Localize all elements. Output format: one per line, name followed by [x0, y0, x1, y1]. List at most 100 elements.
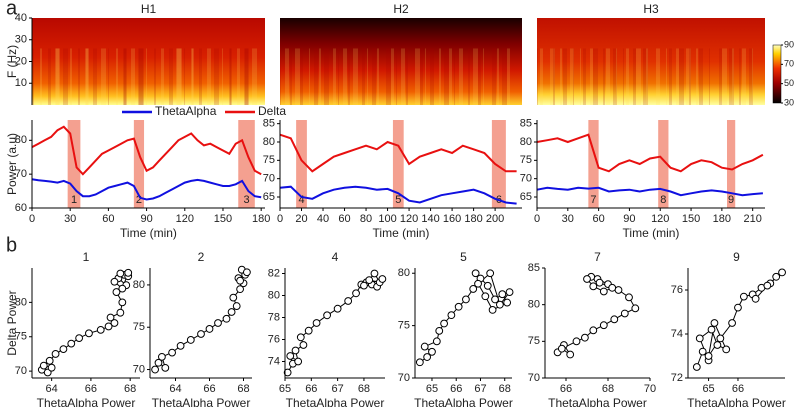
x-tick-label: 66 — [203, 383, 215, 395]
x-tick-label: 180 — [713, 213, 731, 225]
point — [158, 352, 166, 361]
spectrogram-texture — [570, 48, 574, 105]
point — [227, 308, 236, 316]
point — [124, 268, 133, 277]
y-tick-label: 70 — [520, 173, 532, 185]
spectrogram-texture — [406, 48, 408, 105]
spectrogram-texture — [468, 48, 470, 105]
legend-label: ThetaAlpha — [155, 104, 217, 118]
point — [116, 308, 125, 317]
spectrogram-texture — [154, 48, 156, 105]
x-axis-label: ThetaAlpha Power — [687, 396, 786, 407]
y-tick-label: 80 — [528, 299, 540, 311]
spectrogram-texture — [643, 48, 648, 105]
point — [739, 292, 748, 301]
x-tick-label: 120 — [176, 213, 194, 225]
point — [67, 339, 76, 348]
region-label: 3 — [243, 194, 249, 206]
y-tick-label: 75 — [398, 320, 410, 332]
spectrogram-texture — [199, 48, 202, 105]
point — [85, 329, 93, 338]
point — [698, 347, 707, 356]
spectrogram-texture — [590, 48, 593, 105]
spectrogram-texture — [138, 48, 143, 105]
y-tick-label: 76 — [268, 333, 280, 345]
x-tick-label: 80 — [360, 213, 372, 225]
series-line — [31, 178, 262, 201]
spectrogram-texture — [492, 48, 496, 105]
y-tick-label: 80 — [263, 136, 275, 148]
spectrogram-texture — [689, 48, 691, 105]
spectrogram-texture — [56, 48, 60, 105]
spectrogram-texture — [146, 48, 147, 105]
point — [557, 344, 566, 353]
point — [707, 325, 716, 334]
y-tick-label: 80 — [398, 267, 410, 279]
point — [488, 306, 497, 314]
point — [197, 330, 205, 338]
y-tick-label: 80 — [15, 134, 27, 146]
spectrogram-texture — [70, 48, 71, 105]
spectrogram-texture — [415, 48, 420, 105]
x-tick-label: 120 — [651, 213, 669, 225]
y-tick-label: 70 — [398, 372, 410, 384]
y-axis-label: F (Hz) — [5, 45, 19, 78]
point — [222, 314, 231, 323]
point — [236, 276, 245, 285]
spectrogram-texture — [309, 48, 310, 105]
chart-title: 1 — [83, 250, 90, 264]
spectrogram-texture — [367, 48, 368, 105]
y-tick-label: 75 — [15, 331, 27, 343]
point — [722, 345, 731, 354]
point — [96, 325, 105, 334]
point — [447, 311, 456, 320]
region-label: 4 — [298, 194, 304, 206]
spectrogram-texture — [732, 48, 734, 105]
spectrogram-texture — [454, 48, 455, 105]
point — [112, 288, 121, 296]
spectrogram-texture — [583, 48, 586, 105]
point — [352, 289, 360, 298]
spectrogram-texture — [324, 48, 329, 105]
x-tick-label: 66 — [85, 383, 97, 395]
x-tick-label: 30 — [562, 213, 574, 225]
spectrogram-texture — [93, 48, 97, 105]
spectrogram-texture — [699, 48, 703, 105]
chart-title: 4 — [332, 250, 339, 264]
spectrogram-texture — [169, 48, 173, 105]
x-tick-label: 68 — [358, 383, 370, 395]
point — [323, 311, 332, 320]
spectrogram-texture — [656, 48, 660, 105]
spectrogram-texture — [300, 48, 303, 105]
point — [763, 281, 772, 290]
point — [428, 347, 436, 356]
point — [505, 288, 514, 296]
point — [704, 352, 713, 360]
x-tick-label: 67 — [474, 383, 486, 395]
y-tick-label: 70 — [528, 372, 540, 384]
colorbar-tick-label: 50 — [784, 78, 794, 88]
point — [39, 361, 48, 370]
y-tick-label: 72 — [671, 372, 683, 384]
y-tick-label: 65 — [263, 191, 275, 203]
trajectory — [287, 272, 383, 373]
region-label: 7 — [590, 194, 596, 206]
spectrogram-texture — [333, 48, 336, 105]
y-tick-label: 85 — [520, 118, 532, 130]
point — [486, 269, 495, 278]
colorbar-tick-label: 70 — [784, 59, 794, 69]
highlight-region — [296, 120, 307, 208]
x-tick-label: 60 — [338, 213, 350, 225]
point — [751, 294, 760, 303]
colorbar-tick-label: 30 — [784, 97, 794, 107]
x-axis-label: ThetaAlpha Power — [414, 396, 513, 407]
spectrogram-texture — [123, 48, 126, 105]
x-tick-label: 67 — [332, 383, 344, 395]
spectrogram-texture — [603, 48, 605, 105]
spectrogram-texture — [280, 48, 281, 105]
spectrogram-texture — [386, 48, 391, 105]
y-tick-label: 75 — [528, 335, 540, 347]
spectrogram-texture — [623, 48, 624, 105]
x-tick-label: 68 — [602, 383, 614, 395]
point — [296, 333, 305, 342]
